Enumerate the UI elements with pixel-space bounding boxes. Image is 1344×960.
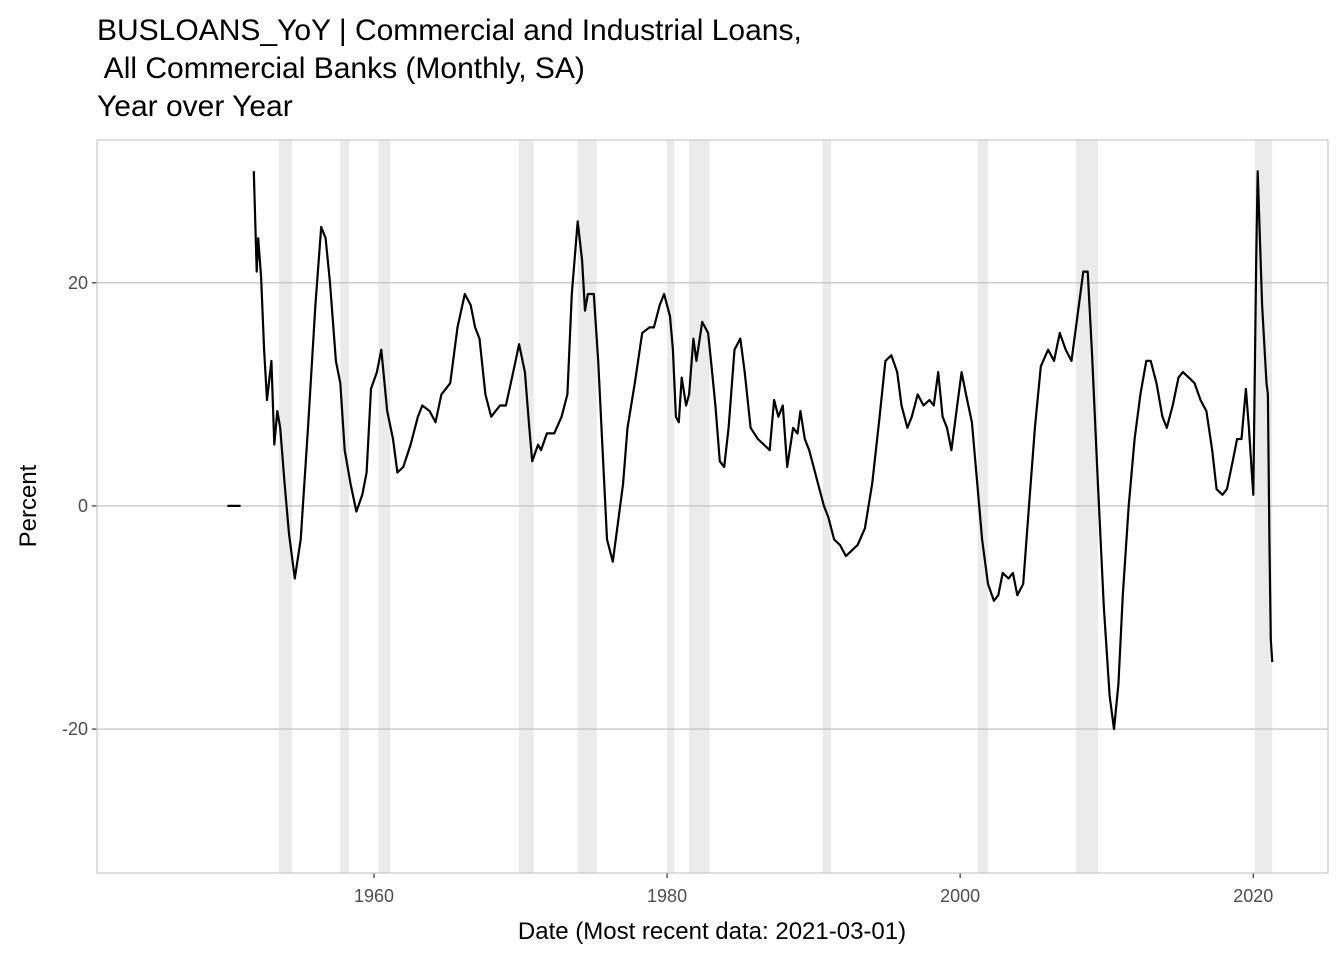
x-tick-label: 1980 bbox=[647, 886, 687, 906]
x-axis-title: Date (Most recent data: 2021-03-01) bbox=[518, 918, 906, 945]
x-tick-label: 2000 bbox=[940, 886, 980, 906]
y-tick-label: -20 bbox=[62, 719, 88, 739]
y-tick-label: 20 bbox=[68, 273, 88, 293]
chart-title-line-2: All Commercial Banks (Monthly, SA) bbox=[97, 52, 585, 85]
chart-title-line-3: Year over Year bbox=[97, 90, 293, 123]
x-tick-label: 2020 bbox=[1233, 886, 1273, 906]
panel-border bbox=[96, 139, 1329, 874]
y-axis-title: Percent bbox=[15, 464, 42, 547]
chart-title-line-1: BUSLOANS_YoY | Commercial and Industrial… bbox=[97, 14, 802, 47]
series-line bbox=[227, 170, 1274, 731]
y-tick-label: 0 bbox=[78, 496, 88, 516]
x-tick-label: 1960 bbox=[354, 886, 394, 906]
